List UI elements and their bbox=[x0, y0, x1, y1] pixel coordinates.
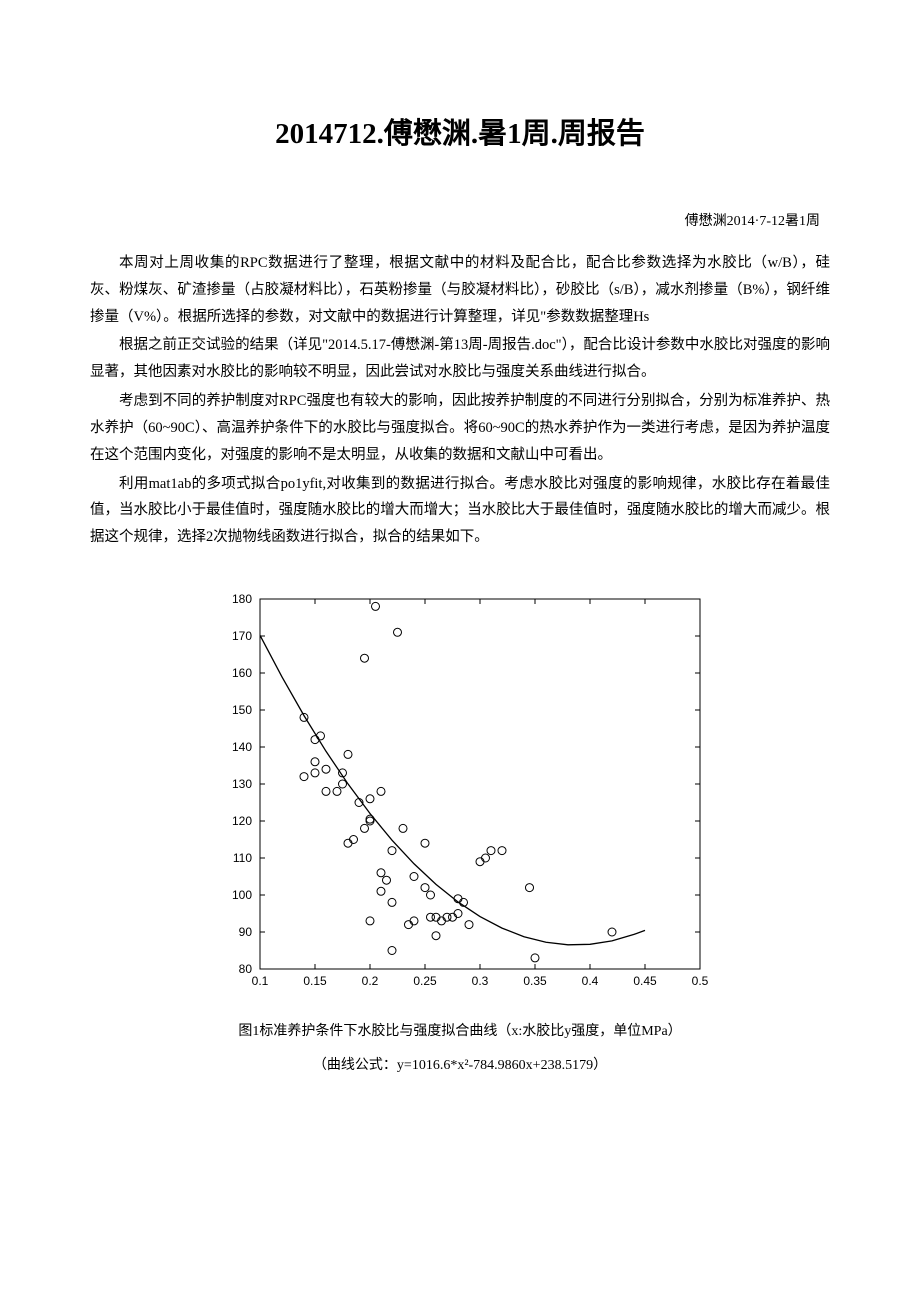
chart-caption: 图1标准养护条件下水胶比与强度拟合曲线（x:水胶比y强度，单位MPa） bbox=[90, 1019, 830, 1046]
svg-text:0.3: 0.3 bbox=[472, 974, 489, 988]
chart-container: 0.1 0.15 0.2 0.25 0.3 0.35 0.4 0.45 0.5 80 90 100 11… bbox=[90, 579, 830, 999]
svg-text:0.5: 0.5 bbox=[692, 974, 709, 988]
svg-text:90: 90 bbox=[239, 925, 253, 939]
paragraph-1: 本周对上周收集的RPC数据进行了整理，根据文献中的材料及配合比，配合比参数选择为… bbox=[90, 250, 830, 330]
svg-text:0.35: 0.35 bbox=[523, 974, 547, 988]
svg-text:150: 150 bbox=[232, 703, 252, 717]
chart-formula: （曲线公式：y=1016.6*x²-784.9860x+238.5179） bbox=[90, 1054, 830, 1074]
svg-text:80: 80 bbox=[239, 962, 253, 976]
author-line: 傅懋渊2014·7-12暑1周 bbox=[90, 210, 830, 230]
svg-text:110: 110 bbox=[233, 851, 252, 865]
svg-text:100: 100 bbox=[232, 888, 252, 902]
svg-text:180: 180 bbox=[232, 592, 252, 606]
svg-text:0.1: 0.1 bbox=[252, 974, 269, 988]
svg-text:0.45: 0.45 bbox=[633, 974, 657, 988]
svg-text:0.4: 0.4 bbox=[582, 974, 599, 988]
paragraph-2: 根据之前正交试验的结果（详见"2014.5.17-傅懋渊-第13周-周报告.do… bbox=[90, 332, 830, 386]
svg-text:130: 130 bbox=[232, 777, 252, 791]
svg-text:0.15: 0.15 bbox=[303, 974, 327, 988]
svg-text:160: 160 bbox=[232, 666, 252, 680]
svg-text:120: 120 bbox=[232, 814, 252, 828]
svg-text:170: 170 bbox=[232, 629, 252, 643]
paragraph-3: 考虑到不同的养护制度对RPC强度也有较大的影响，因此按养护制度的不同进行分别拟合… bbox=[90, 388, 830, 468]
svg-text:0.2: 0.2 bbox=[362, 974, 379, 988]
svg-text:0.25: 0.25 bbox=[413, 974, 437, 988]
svg-text:140: 140 bbox=[232, 740, 252, 754]
scatter-chart: 0.1 0.15 0.2 0.25 0.3 0.35 0.4 0.45 0.5 80 90 100 11… bbox=[210, 579, 710, 994]
page-container: 2014712.傅懋渊.暑1周.周报告 傅懋渊2014·7-12暑1周 本周对上… bbox=[0, 0, 920, 1134]
paragraph-4: 利用mat1ab的多项式拟合po1yfit,对收集到的数据进行拟合。考虑水胶比对… bbox=[90, 471, 830, 551]
document-title: 2014712.傅懋渊.暑1周.周报告 bbox=[90, 110, 830, 152]
